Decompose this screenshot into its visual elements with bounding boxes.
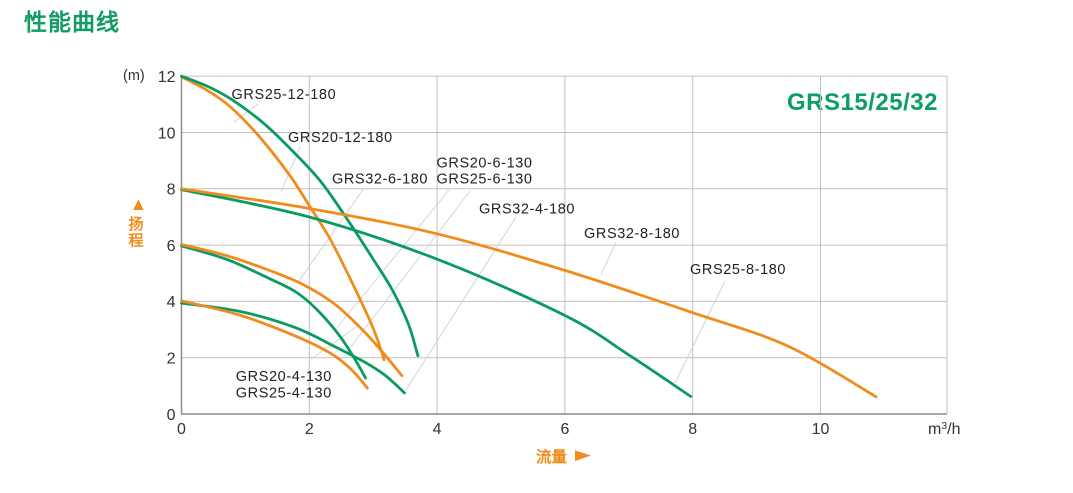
- svg-text:性能曲线: 性能曲线: [24, 9, 120, 35]
- svg-text:GRS32-8-180: GRS32-8-180: [584, 226, 680, 242]
- svg-text:10: 10: [158, 125, 176, 142]
- svg-text:4: 4: [433, 421, 442, 438]
- svg-text:8: 8: [688, 421, 697, 438]
- svg-text:GRS32-6-180: GRS32-6-180: [332, 172, 428, 188]
- svg-text:GRS15/25/32: GRS15/25/32: [787, 89, 938, 116]
- svg-text:GRS25-12-180: GRS25-12-180: [232, 87, 337, 103]
- svg-text:扬: 扬: [129, 215, 144, 233]
- svg-text:流量: 流量: [536, 447, 568, 466]
- svg-text:2: 2: [167, 351, 176, 368]
- svg-text:6: 6: [167, 238, 176, 255]
- svg-text:12: 12: [158, 69, 176, 86]
- svg-text:GRS20-4-130: GRS20-4-130: [236, 369, 332, 385]
- svg-text:GRS25-6-130: GRS25-6-130: [437, 172, 533, 188]
- svg-text:10: 10: [812, 421, 830, 438]
- svg-text:0: 0: [177, 421, 186, 438]
- svg-text:4: 4: [167, 294, 176, 311]
- svg-text:GRS20-6-130: GRS20-6-130: [437, 155, 533, 171]
- svg-text:GRS25-4-130: GRS25-4-130: [236, 386, 332, 402]
- svg-text:8: 8: [167, 182, 176, 199]
- svg-text:0: 0: [167, 407, 176, 424]
- svg-text:6: 6: [560, 421, 569, 438]
- svg-text:(m): (m): [123, 68, 145, 84]
- svg-text:GRS20-12-180: GRS20-12-180: [288, 130, 393, 146]
- svg-text:程: 程: [129, 233, 144, 250]
- svg-text:GRS25-8-180: GRS25-8-180: [690, 262, 786, 278]
- svg-text:m3/h: m3/h: [928, 420, 961, 438]
- svg-text:▲: ▲: [130, 194, 148, 214]
- svg-text:GRS32-4-180: GRS32-4-180: [479, 202, 575, 218]
- svg-text:2: 2: [305, 421, 314, 438]
